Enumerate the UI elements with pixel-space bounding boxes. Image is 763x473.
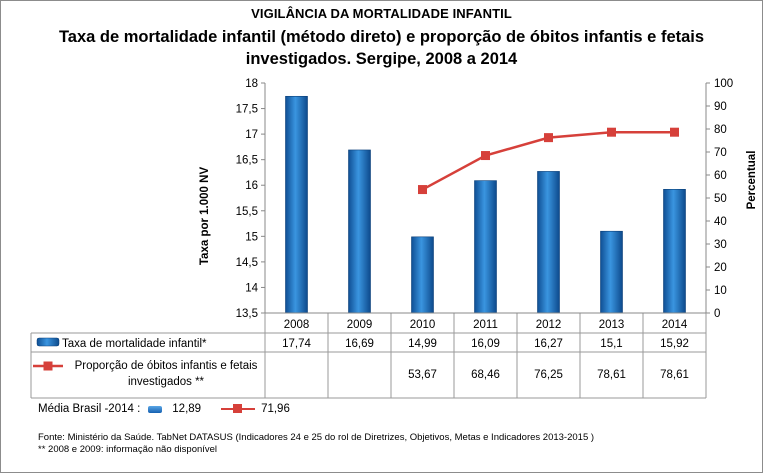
line-marker (418, 185, 427, 195)
x-tick-label: 2008 (284, 319, 310, 331)
y-axis-left-title: Taxa por 1.000 NV (199, 167, 211, 266)
footer-source: Fonte: Ministério da Saúde. TabNet DATAS… (38, 432, 594, 456)
y-right-tick-label: 30 (714, 239, 727, 251)
x-tick-label: 2010 (410, 319, 436, 331)
chart-title: Taxa de mortalidade infantil (método dir… (58, 28, 705, 68)
y-right-tick-label: 90 (714, 101, 727, 113)
brazil-average-line-value: 71,96 (261, 403, 290, 415)
y-left-tick-label: 18 (245, 78, 258, 90)
line-value-label: 78,61 (597, 369, 626, 381)
legend-bar-label: Taxa de mortalidade infantil* (62, 338, 207, 350)
line-value-label: 68,46 (471, 369, 500, 381)
brazil-average-bar-value: 12,89 (172, 403, 202, 415)
y-left-tick-label: 14 (245, 282, 258, 294)
line-value-label: 53,67 (408, 369, 437, 381)
legend-line-label: investigados ** (128, 376, 205, 388)
chart-supertitle: VIGILÂNCIA DA MORTALIDADE INFANTIL (251, 6, 512, 21)
bar-2010 (411, 236, 434, 314)
bar-value-label: 14,99 (408, 338, 437, 350)
x-tick-label: 2013 (599, 319, 625, 331)
brazil-average-line-swatch (221, 404, 256, 414)
bar-2013 (600, 230, 623, 314)
y-right-tick-label: 100 (714, 78, 733, 90)
bar-value-label: 17,74 (282, 338, 311, 350)
x-tick-label: 2012 (536, 319, 562, 331)
y-left-tick-label: 15 (245, 231, 258, 243)
y-left-tick-label: 16 (245, 180, 258, 192)
x-tick-label: 2014 (662, 319, 688, 331)
legend-line-label: Proporção de óbitos infantis e fetais (75, 360, 258, 372)
availability-note: ** 2008 e 2009: informação não disponíve… (38, 444, 218, 455)
y-left-tick-label: 13,5 (236, 308, 258, 320)
line-marker (544, 133, 553, 143)
source-note: Fonte: Ministério da Saúde. TabNet DATAS… (38, 432, 595, 443)
bar-value-label: 15,1 (600, 338, 622, 350)
bar-2008 (285, 95, 308, 314)
line-marker (670, 127, 679, 137)
y-axis-right-title: Percentual (746, 151, 758, 210)
y-left-tick-label: 16,5 (236, 155, 258, 167)
y-right-tick-label: 80 (714, 124, 727, 136)
brazil-average-legend: Média Brasil -2014 : 12,89 71,96 (38, 403, 290, 415)
brazil-average-bar-swatch (148, 405, 163, 413)
y-left-tick-label: 17,5 (236, 104, 258, 116)
line-marker (607, 127, 616, 137)
y-right-tick-label: 60 (714, 170, 727, 182)
y-right-tick-label: 70 (714, 147, 727, 159)
bar-2009 (348, 149, 371, 314)
bar-value-label: 16,69 (345, 338, 374, 350)
line-marker (481, 151, 490, 161)
line-value-label: 78,61 (660, 369, 689, 381)
y-left-tick-label: 15,5 (236, 206, 258, 218)
x-tick-label: 2011 (473, 319, 498, 331)
bar-value-label: 16,27 (534, 338, 563, 350)
bar-2014 (663, 189, 686, 314)
line-value-label: 76,25 (534, 369, 563, 381)
legend-line-marker (43, 361, 53, 371)
brazil-average-label: Média Brasil -2014 : (38, 403, 141, 415)
y-right-tick-label: 40 (714, 216, 727, 228)
bar-2011 (474, 180, 497, 314)
x-tick-label: 2009 (347, 319, 373, 331)
bar-value-label: 16,09 (471, 338, 500, 350)
y-right-tick-label: 10 (714, 285, 727, 297)
y-right-tick-label: 0 (714, 308, 720, 320)
y-right-tick-label: 20 (714, 262, 727, 274)
legend-bar-swatch (36, 337, 60, 347)
bar-2012 (537, 171, 560, 314)
bar-value-label: 15,92 (660, 338, 689, 350)
y-left-tick-label: 17 (245, 129, 258, 141)
y-left-tick-label: 14,5 (236, 257, 258, 269)
y-right-tick-label: 50 (714, 193, 727, 205)
